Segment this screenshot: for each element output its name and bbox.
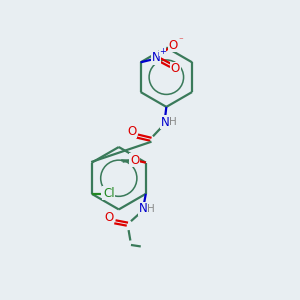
Text: O: O — [171, 62, 180, 75]
Text: ⁻: ⁻ — [178, 37, 183, 46]
Text: N: N — [160, 116, 169, 129]
Text: O: O — [168, 39, 178, 52]
Text: N: N — [139, 202, 147, 215]
Text: +: + — [159, 47, 166, 56]
Text: O: O — [104, 211, 114, 224]
Text: O: O — [128, 125, 137, 138]
Text: N: N — [152, 51, 161, 64]
Text: H: H — [147, 204, 155, 214]
Text: Cl: Cl — [103, 187, 115, 200]
Text: H: H — [169, 117, 177, 128]
Text: O: O — [130, 154, 139, 167]
